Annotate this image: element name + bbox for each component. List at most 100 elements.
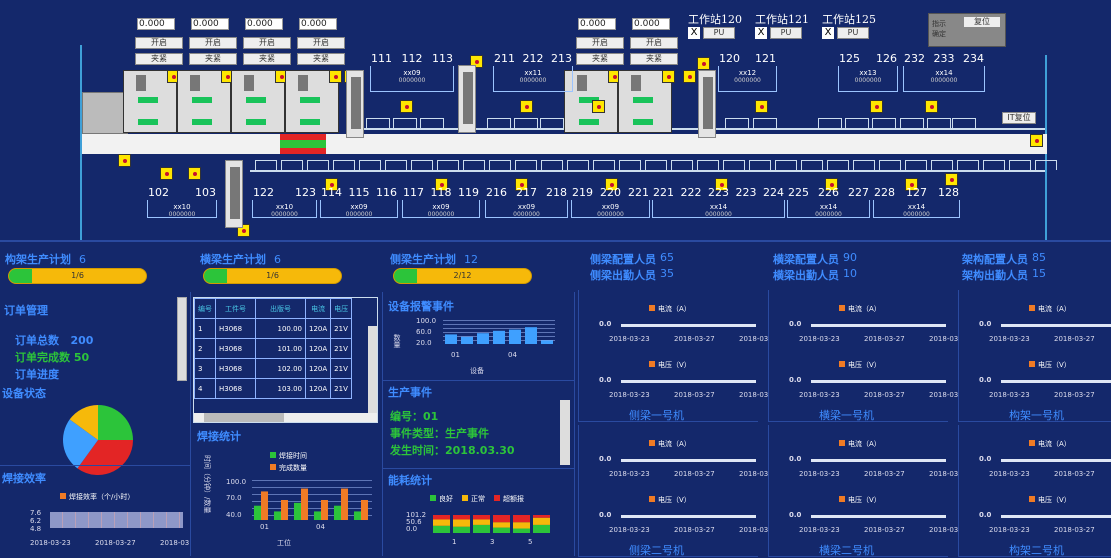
- table-cell: 4: [194, 378, 216, 399]
- table-v-scrollbar[interactable]: [368, 326, 377, 414]
- bar-alarm: [493, 330, 505, 344]
- open-button[interactable]: 开启: [243, 37, 291, 49]
- staff-configured-label: 侧梁配置人员: [590, 253, 656, 266]
- legend-text: 完成数量: [279, 464, 307, 472]
- station-number: 221: [653, 186, 674, 199]
- column-header[interactable]: 出版号: [255, 298, 306, 319]
- machine-fixture: [192, 119, 212, 125]
- station-checkbox[interactable]: X: [688, 27, 700, 39]
- station-group: 117 118 119 xx09 0000000: [402, 186, 480, 218]
- control-box: 指示 确定 复位: [928, 13, 1006, 47]
- value-input[interactable]: 0.000: [245, 18, 283, 30]
- series-line: [1001, 324, 1111, 327]
- legend-text: 电压（V）: [658, 361, 691, 369]
- bar-weld-time: [274, 511, 281, 520]
- clamp-button[interactable]: 夹紧: [189, 53, 237, 65]
- column-header[interactable]: 编号: [194, 298, 216, 319]
- clamp-button[interactable]: 夹紧: [630, 53, 678, 65]
- open-button[interactable]: 开启: [135, 37, 183, 49]
- conveyor-slot: [818, 118, 842, 128]
- table-row[interactable]: 3 H3068 102.00 120A 21V: [194, 358, 353, 379]
- plan-progress-fill: [9, 269, 32, 283]
- conveyor-slot: [872, 118, 896, 128]
- station-number: 120: [719, 52, 740, 65]
- grid-line: [252, 487, 372, 488]
- station-number: 223: [708, 186, 729, 199]
- group-code: 0000000: [734, 77, 761, 84]
- pu-button[interactable]: PU: [703, 27, 735, 39]
- legend-voltage: 电压（V）: [839, 360, 881, 370]
- conveyor-slot: [801, 160, 823, 170]
- y-tick: 0.0: [979, 511, 992, 519]
- divider: [574, 292, 575, 556]
- legend-weld-time: 焊接时间: [270, 451, 307, 461]
- value-input[interactable]: 0.000: [191, 18, 229, 30]
- machine-fixture: [300, 97, 320, 103]
- open-button[interactable]: 开启: [189, 37, 237, 49]
- table-row[interactable]: 1 H3068 100.00 120A 21V: [194, 318, 353, 339]
- station-group: 211 212 213 xx11 0000000: [493, 52, 573, 92]
- station-number: 225: [788, 186, 809, 199]
- weld-stats-title: 焊接统计: [197, 430, 241, 443]
- table-header-row: 编号 工件号 出版号 电流 电压: [194, 298, 353, 319]
- x-tick: 04: [316, 523, 325, 531]
- value-input[interactable]: 0.000: [137, 18, 175, 30]
- station-checkbox[interactable]: X: [822, 27, 834, 39]
- value-input[interactable]: 0.000: [299, 18, 337, 30]
- open-button[interactable]: 开启: [630, 37, 678, 49]
- x-tick: 2018-03-27: [1054, 526, 1095, 534]
- table-row[interactable]: 4 H3068 103.00 120A 21V: [194, 378, 353, 399]
- station-group: 232 233 234 xx14 0000000: [903, 52, 985, 92]
- station-number: 116: [376, 186, 397, 199]
- clamp-button[interactable]: 夹紧: [243, 53, 291, 65]
- conveyor-slot: [463, 160, 485, 170]
- station-checkbox[interactable]: X: [755, 27, 767, 39]
- x-tick: 2018-03-23: [989, 470, 1030, 478]
- conveyor-slot: [541, 160, 563, 170]
- lift-body: [703, 77, 713, 129]
- legend-voltage: 电压（V）: [649, 495, 691, 505]
- plan-count: 6: [79, 253, 86, 266]
- column-header[interactable]: 电压: [330, 298, 353, 319]
- clamp-button[interactable]: 夹紧: [297, 53, 345, 65]
- group-tag: xx11: [524, 69, 542, 77]
- open-button[interactable]: 开启: [576, 37, 624, 49]
- bar-energy: [433, 519, 450, 526]
- machine-chart-card: 电流（A） 0.0 2018-03-23 2018-03-27 2018-03 电压（V）…: [768, 425, 958, 557]
- alarm-lamp-icon: [925, 100, 938, 113]
- clamp-button[interactable]: 夹紧: [135, 53, 183, 65]
- pu-button[interactable]: PU: [770, 27, 802, 39]
- pu-button[interactable]: PU: [837, 27, 869, 39]
- legend-text: 良好: [439, 495, 453, 503]
- value-input[interactable]: 0.000: [578, 18, 616, 30]
- machine-fixture: [246, 119, 266, 125]
- value: 50: [73, 351, 90, 364]
- clamp-button[interactable]: 夹紧: [576, 53, 624, 65]
- prod-event-line: 编号：01: [390, 410, 439, 423]
- table-h-scrollbar[interactable]: [194, 413, 377, 422]
- x-tick: 2018-03-27: [1054, 470, 1095, 478]
- series-line: [811, 324, 946, 327]
- bar-alarm: [477, 333, 489, 344]
- plan-title: 构架生产计划 6: [5, 251, 86, 267]
- prod-event-scrollbar[interactable]: [560, 400, 570, 465]
- station-number: 211: [494, 52, 515, 65]
- it-reset-button[interactable]: IT复位: [1002, 112, 1036, 124]
- column-header[interactable]: 电流: [304, 298, 332, 319]
- bar-weld-time: [254, 505, 261, 520]
- reset-button[interactable]: 复位: [963, 16, 1001, 28]
- value-input[interactable]: 0.000: [632, 18, 670, 30]
- bar-energy: [493, 515, 510, 523]
- open-button[interactable]: 开启: [297, 37, 345, 49]
- table-row[interactable]: 2 H3068 101.00 120A 21V: [194, 338, 353, 359]
- legend-current: 电流（A）: [839, 304, 881, 314]
- station-number: 234: [963, 52, 984, 65]
- y-tick: 7.6: [30, 509, 42, 517]
- plan-label: 构架生产计划: [5, 253, 71, 266]
- conveyor-slot: [775, 160, 797, 170]
- order-scrollbar[interactable]: [177, 297, 187, 381]
- column-header[interactable]: 工件号: [215, 298, 256, 319]
- x-tick: 2018-03-27: [864, 526, 905, 534]
- plan-progress-fill: [204, 269, 227, 283]
- x-tick: 2018-03: [929, 526, 959, 534]
